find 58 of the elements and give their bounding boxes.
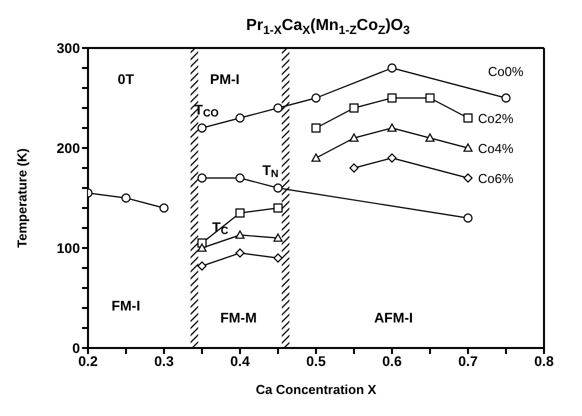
series-label: Co2% [478, 111, 514, 126]
point [235, 248, 245, 258]
point [235, 173, 245, 183]
point [387, 153, 397, 163]
point [387, 63, 397, 73]
y-axis-title: Temperature (K) [14, 148, 30, 248]
point [387, 123, 397, 132]
x-axis-title: Ca Concentration X [256, 382, 377, 397]
point [463, 213, 473, 223]
y-tick-label: 200 [56, 140, 80, 156]
y-tick-label: 0 [72, 340, 80, 356]
series-label: Co6% [478, 171, 514, 186]
annotation: T$_{CO}$ [194, 101, 219, 120]
point [235, 113, 245, 123]
series-label: Co4% [478, 141, 514, 156]
annotation: FM-M [220, 309, 257, 326]
point [349, 133, 359, 142]
point [463, 173, 473, 183]
point [425, 93, 435, 103]
chart-title: Pr$_{1-X}$Ca$_{X}$(Mn$_{1-Z}$Co$_{Z}$)O$_{3}$ [246, 17, 410, 37]
point [273, 183, 283, 193]
point [235, 230, 245, 239]
series-label: Co0% [488, 64, 524, 79]
point [463, 143, 473, 152]
point [501, 93, 511, 103]
point [273, 253, 283, 263]
point [273, 203, 283, 213]
point [197, 123, 207, 133]
point [311, 93, 321, 103]
point [197, 173, 207, 183]
point [273, 103, 283, 113]
point [121, 193, 131, 203]
annotation: FM-I [111, 297, 140, 314]
annotation: 0T [118, 70, 134, 87]
point [349, 103, 359, 113]
x-tick-label: 0.5 [306, 352, 326, 369]
x-tick-label: 0.2 [78, 352, 98, 369]
x-tick-label: 0.7 [458, 352, 478, 369]
point [425, 133, 435, 142]
point [463, 113, 473, 123]
point [387, 93, 397, 103]
annotation: PM-I [210, 70, 240, 87]
point [273, 233, 283, 242]
point [349, 163, 359, 173]
point [159, 203, 169, 213]
x-tick-label: 0.3 [154, 352, 174, 369]
y-tick-label: 100 [56, 240, 80, 256]
x-tick-label: 0.8 [534, 352, 554, 369]
point [197, 261, 207, 271]
x-tick-label: 0.4 [230, 352, 250, 369]
point [235, 208, 245, 218]
x-tick-label: 0.6 [382, 352, 402, 369]
point [197, 243, 207, 252]
y-tick-label: 300 [56, 40, 80, 56]
point [311, 153, 321, 162]
annotation: T$_{N}$ [262, 161, 278, 180]
annotation: AFM-I [374, 309, 413, 326]
point [311, 123, 321, 133]
